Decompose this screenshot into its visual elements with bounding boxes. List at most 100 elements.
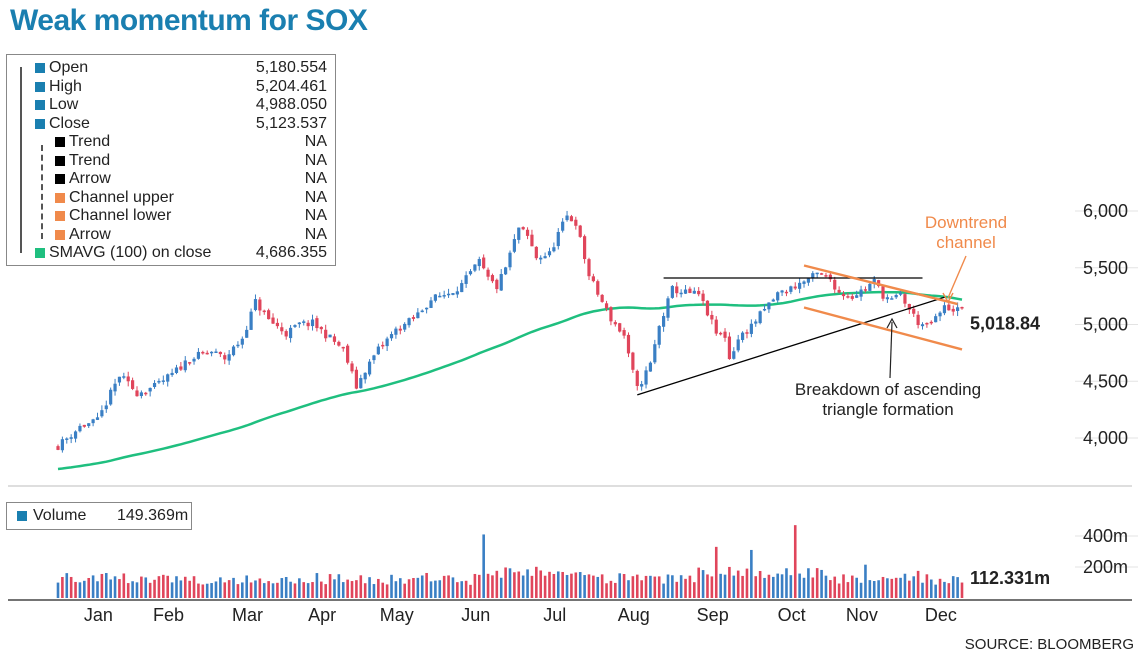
volume-bar: [118, 579, 121, 598]
candle-body: [960, 306, 964, 309]
volume-bar: [653, 576, 657, 598]
candle-body: [828, 274, 832, 280]
candle-body: [806, 278, 811, 283]
legend-swatch: [35, 248, 45, 258]
candle-body: [411, 317, 416, 319]
volume-bar: [320, 581, 323, 598]
volume-bar: [850, 575, 854, 598]
volume-bar: [390, 574, 393, 598]
candle-body: [460, 283, 464, 293]
candle-body: [381, 344, 385, 347]
volume-bar: [284, 576, 288, 598]
volume-bar: [640, 580, 643, 598]
month-tick-label: Jun: [461, 605, 490, 625]
candle-body: [934, 316, 938, 323]
volume-bar: [530, 575, 534, 598]
candle-body: [253, 299, 258, 311]
legend-swatch: [35, 100, 45, 110]
volume-bar: [763, 577, 766, 598]
legend-label: Trend: [69, 151, 111, 169]
volume-bar: [140, 576, 143, 598]
candle-body: [433, 294, 437, 301]
candle-body: [907, 303, 911, 310]
legend-row: Low 4,988.050: [7, 96, 335, 114]
candle-body: [740, 332, 745, 340]
candle-body: [894, 295, 898, 298]
candle-body: [504, 267, 508, 275]
candle-body: [117, 376, 122, 383]
volume-bar: [355, 580, 358, 598]
volume-bar: [416, 577, 420, 598]
volume-bar: [372, 584, 376, 598]
month-tick-label: Apr: [308, 605, 336, 625]
volume-bar: [846, 582, 850, 598]
volume-bar: [61, 576, 64, 598]
candle-body: [196, 351, 201, 359]
legend-label: Channel upper: [69, 188, 174, 206]
legend-label: High: [49, 77, 82, 95]
candle-body: [521, 227, 525, 230]
volume-bar: [693, 582, 696, 598]
candle-body: [618, 323, 622, 332]
volume-bar: [210, 583, 213, 598]
volume-bar: [675, 581, 679, 598]
month-tick-label: Jul: [543, 605, 566, 625]
candle-body: [324, 329, 328, 339]
volume-bar: [170, 582, 174, 598]
volume-bar: [258, 578, 262, 598]
sma-100-line: [57, 290, 963, 471]
candle-body: [157, 380, 161, 383]
candle-body: [87, 423, 91, 427]
volume-bar: [482, 534, 485, 598]
candle-body: [885, 297, 889, 300]
breakdown-annotation-text: Breakdown of ascending: [795, 380, 981, 399]
candle-body: [863, 289, 868, 291]
candle-body: [890, 298, 894, 300]
volume-tick-label: 200m: [1083, 557, 1128, 577]
candle-body: [938, 312, 942, 317]
volume-bar: [539, 570, 543, 598]
volume-bar: [719, 573, 722, 598]
volume-bar: [868, 580, 872, 598]
candle-body: [315, 318, 319, 329]
candle-body: [161, 380, 165, 382]
volume-bar: [306, 583, 310, 598]
candle-body: [855, 295, 859, 298]
candle-body: [881, 286, 885, 299]
volume-bar: [701, 570, 705, 598]
candle-body: [661, 316, 666, 327]
legend-row: Channel lower NA: [7, 207, 335, 225]
volume-bar: [635, 574, 639, 598]
candle-body: [205, 352, 209, 355]
candle-body: [925, 322, 929, 325]
volume-bar: [574, 572, 578, 598]
candle-body: [367, 361, 372, 375]
candle-body: [455, 291, 459, 295]
volume-bar: [223, 582, 227, 598]
volume-bar: [267, 581, 270, 598]
volume-bar: [679, 575, 683, 598]
candle-body: [539, 257, 543, 260]
candle-body: [280, 327, 284, 332]
breakdown-arrow: [889, 321, 893, 379]
volume-bar: [864, 564, 867, 598]
month-tick-label: May: [380, 605, 414, 625]
volume-bar: [736, 570, 740, 598]
legend-row: Open 5,180.554: [7, 59, 335, 77]
candle-body: [512, 239, 516, 252]
candle-body: [438, 295, 442, 298]
candle-body: [640, 384, 644, 387]
volume-bar: [710, 576, 714, 598]
candle-body: [183, 360, 187, 371]
legend-swatch: [55, 155, 65, 166]
volume-bar: [908, 580, 911, 598]
volume-bar: [280, 578, 284, 598]
candle-body: [416, 312, 420, 319]
volume-bar: [477, 574, 481, 598]
candlestick-series: [56, 210, 964, 453]
legend-row: Close 5,123.537: [7, 115, 335, 133]
volume-bar: [341, 582, 345, 598]
volume-bar: [820, 569, 823, 598]
volume-bar: [385, 584, 389, 598]
volume-bar: [122, 573, 126, 598]
